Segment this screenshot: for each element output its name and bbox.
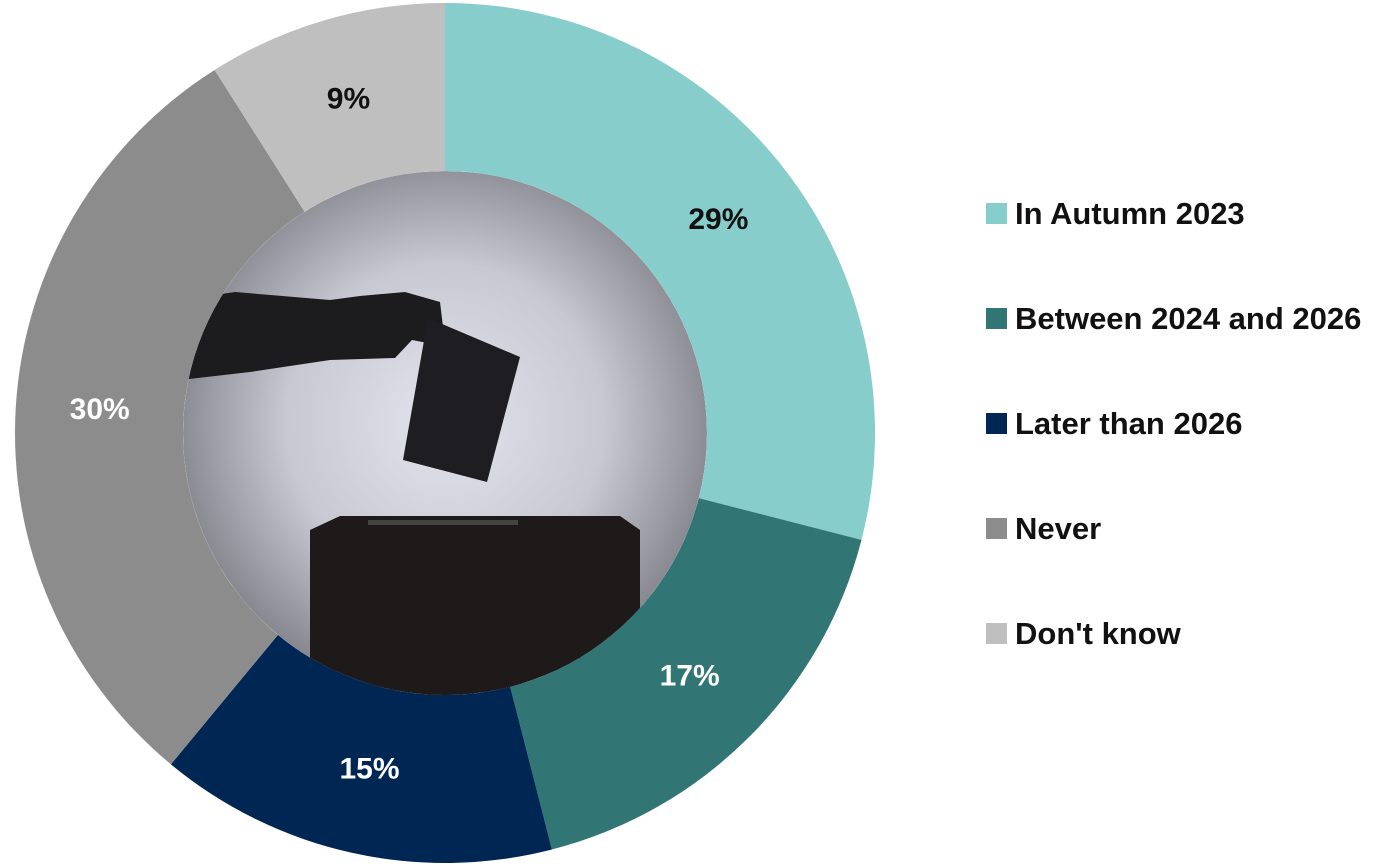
legend-label: Don't know	[1015, 616, 1181, 651]
legend-swatch	[986, 308, 1007, 329]
legend-item: In Autumn 2023	[986, 190, 1386, 295]
data-label: 30%	[70, 393, 130, 426]
data-label: 9%	[327, 83, 370, 116]
slice	[170, 634, 552, 863]
legend-swatch	[986, 518, 1007, 539]
data-label: 17%	[660, 660, 720, 693]
legend-item: Never	[986, 505, 1386, 610]
legend-item: Don't know	[986, 610, 1386, 715]
legend-label: In Autumn 2023	[1015, 196, 1245, 231]
slice	[15, 69, 305, 765]
slice	[214, 3, 445, 212]
slice	[445, 3, 876, 540]
legend-label: Between 2024 and 2026	[1015, 301, 1362, 336]
legend-swatch	[986, 203, 1007, 224]
data-label: 15%	[339, 753, 399, 786]
slice	[510, 498, 862, 850]
center-image	[183, 171, 707, 695]
data-label: 29%	[688, 203, 748, 236]
legend-label: Never	[1015, 511, 1102, 546]
legend-swatch	[986, 413, 1007, 434]
legend-label: Later than 2026	[1015, 406, 1243, 441]
legend: In Autumn 2023 Between 2024 and 2026 Later…	[986, 190, 1386, 715]
legend-item: Later than 2026	[986, 400, 1386, 505]
legend-item: Between 2024 and 2026	[986, 295, 1386, 400]
legend-swatch	[986, 623, 1007, 644]
